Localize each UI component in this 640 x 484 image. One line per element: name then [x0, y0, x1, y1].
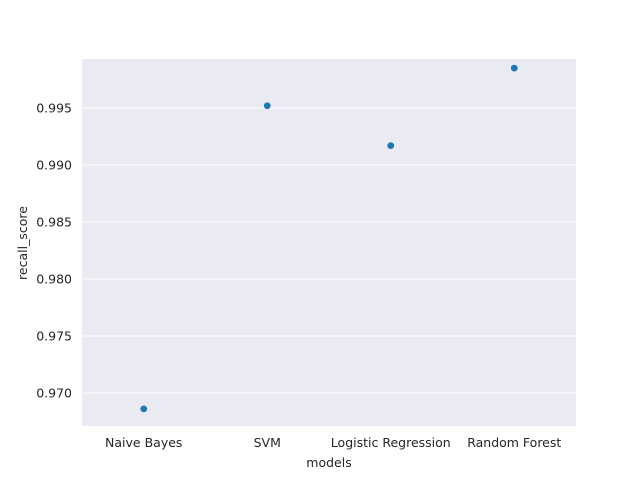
y-tick-label: 0.990	[36, 157, 72, 172]
y-tick-label: 0.970	[36, 385, 72, 400]
y-tick-label: 0.995	[36, 101, 72, 116]
x-tick-label: SVM	[254, 435, 281, 450]
x-tick-label: Logistic Regression	[331, 435, 451, 450]
x-axis-ticks: Naive Bayes SVM Logistic Regression Random …	[105, 435, 561, 450]
y-tick-label: 0.975	[36, 328, 72, 343]
data-point	[263, 102, 271, 110]
y-axis-label: recall_score	[15, 206, 30, 280]
plot-area	[82, 59, 576, 426]
data-point	[140, 405, 148, 413]
data-point	[387, 142, 395, 150]
x-tick-label: Naive Bayes	[105, 435, 182, 450]
y-axis-ticks: 0.970 0.975 0.980 0.985 0.990 0.995	[36, 101, 72, 401]
x-axis-label: models	[306, 455, 351, 470]
data-points	[140, 64, 518, 413]
y-tick-label: 0.980	[36, 271, 72, 286]
y-tick-label: 0.985	[36, 214, 72, 229]
x-tick-label: Random Forest	[467, 435, 561, 450]
grid-lines	[82, 107, 576, 394]
data-point	[510, 64, 518, 72]
